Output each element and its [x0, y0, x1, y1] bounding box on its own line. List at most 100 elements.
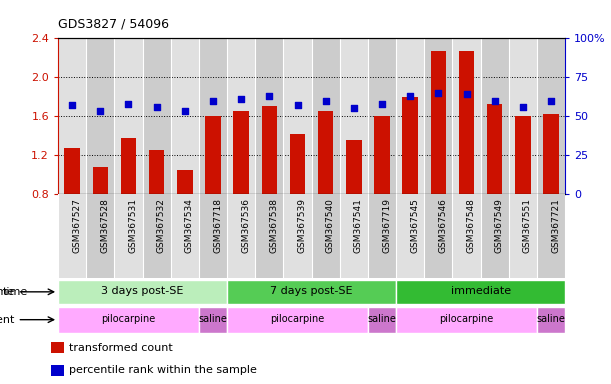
Text: GSM367548: GSM367548 — [467, 198, 475, 253]
Bar — [453, 38, 481, 194]
Bar — [262, 106, 277, 194]
Bar — [396, 194, 424, 278]
Text: GSM367719: GSM367719 — [382, 198, 391, 253]
Bar — [481, 38, 509, 194]
Text: GSM367536: GSM367536 — [241, 198, 250, 253]
Bar — [58, 194, 86, 278]
Point — [152, 104, 161, 110]
Bar — [537, 38, 565, 194]
Text: agent: agent — [0, 314, 15, 325]
Text: pilocarpine: pilocarpine — [439, 314, 494, 324]
Bar — [284, 194, 312, 278]
Bar — [114, 194, 142, 278]
Point — [405, 93, 415, 99]
Bar — [340, 194, 368, 278]
Point — [180, 108, 189, 114]
Text: GSM367528: GSM367528 — [100, 198, 109, 253]
Point — [208, 98, 218, 104]
Bar — [290, 134, 306, 194]
Bar — [227, 194, 255, 278]
Bar — [51, 364, 64, 376]
Bar — [227, 307, 368, 333]
Bar — [199, 307, 227, 333]
Bar — [227, 38, 255, 194]
Point — [321, 98, 331, 104]
Bar — [199, 38, 227, 194]
Bar — [86, 194, 114, 278]
Text: GSM367549: GSM367549 — [495, 198, 503, 253]
Point — [123, 101, 133, 107]
Bar — [58, 280, 227, 304]
Bar — [346, 141, 362, 194]
Point — [518, 104, 528, 110]
Text: pilocarpine: pilocarpine — [101, 314, 156, 324]
Text: GSM367539: GSM367539 — [298, 198, 307, 253]
Point — [293, 102, 302, 108]
Bar — [199, 194, 227, 278]
Point — [349, 105, 359, 111]
Bar — [537, 307, 565, 333]
Bar — [340, 38, 368, 194]
Bar — [424, 194, 453, 278]
Bar — [233, 111, 249, 194]
Text: GDS3827 / 54096: GDS3827 / 54096 — [58, 18, 169, 31]
Text: GSM367545: GSM367545 — [410, 198, 419, 253]
Bar — [375, 116, 390, 194]
Bar — [205, 116, 221, 194]
Bar — [509, 194, 537, 278]
Text: time: time — [3, 287, 28, 297]
Bar — [481, 194, 509, 278]
Bar — [431, 51, 446, 194]
Text: immediate: immediate — [450, 286, 511, 296]
Text: GSM367540: GSM367540 — [326, 198, 335, 253]
Bar — [86, 38, 114, 194]
Text: percentile rank within the sample: percentile rank within the sample — [69, 365, 257, 375]
Text: GSM367527: GSM367527 — [72, 198, 81, 253]
Bar — [114, 38, 142, 194]
Text: saline: saline — [536, 314, 566, 324]
Bar — [424, 38, 453, 194]
Text: time: time — [0, 287, 15, 297]
Text: GSM367538: GSM367538 — [269, 198, 279, 253]
Point — [434, 90, 444, 96]
Text: GSM367718: GSM367718 — [213, 198, 222, 253]
Bar — [255, 194, 284, 278]
Bar — [509, 38, 537, 194]
Bar — [51, 342, 64, 353]
Bar — [403, 97, 418, 194]
Text: transformed count: transformed count — [69, 343, 173, 353]
Bar — [487, 104, 502, 194]
Text: 3 days post-SE: 3 days post-SE — [101, 286, 184, 296]
Text: GSM367541: GSM367541 — [354, 198, 363, 253]
Text: 7 days post-SE: 7 days post-SE — [270, 286, 353, 296]
Bar — [121, 137, 136, 194]
Bar — [453, 194, 481, 278]
Point — [236, 96, 246, 102]
Point — [546, 98, 556, 104]
Bar — [515, 116, 531, 194]
Text: GSM367551: GSM367551 — [523, 198, 532, 253]
Bar — [142, 38, 170, 194]
Bar — [318, 111, 334, 194]
Bar — [368, 194, 396, 278]
Bar — [170, 194, 199, 278]
Bar — [227, 280, 396, 304]
Text: GSM367534: GSM367534 — [185, 198, 194, 253]
Bar — [64, 148, 80, 194]
Bar — [177, 170, 192, 194]
Bar — [255, 38, 284, 194]
Bar — [58, 38, 86, 194]
Text: GSM367546: GSM367546 — [439, 198, 447, 253]
Bar — [170, 38, 199, 194]
Bar — [142, 194, 170, 278]
Point — [265, 93, 274, 99]
Bar — [396, 38, 424, 194]
Bar — [368, 38, 396, 194]
Bar — [58, 307, 199, 333]
Text: GSM367721: GSM367721 — [551, 198, 560, 253]
Point — [377, 101, 387, 107]
Bar — [543, 114, 559, 194]
Bar — [284, 38, 312, 194]
Text: GSM367532: GSM367532 — [156, 198, 166, 253]
Bar — [312, 194, 340, 278]
